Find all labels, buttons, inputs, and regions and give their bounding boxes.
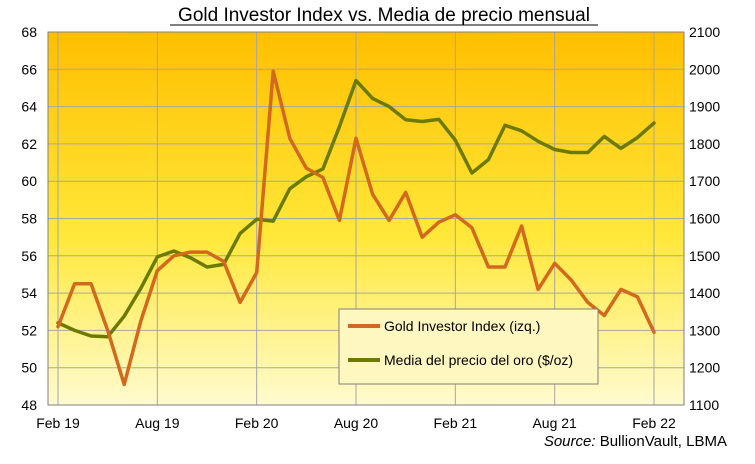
chart-title-group: Gold Investor Index vs. Media de precio …: [170, 5, 598, 26]
x-tick-label: Feb 19: [36, 415, 80, 431]
y-right-tick-label: 1300: [689, 322, 720, 338]
legend-label-gold-investor-index: Gold Investor Index (izq.): [384, 318, 540, 334]
x-tick-label: Feb 22: [632, 415, 676, 431]
y-left-tick-label: 56: [21, 248, 37, 264]
y-left-tick-label: 64: [21, 99, 37, 115]
y-right-tick-label: 2000: [689, 61, 720, 77]
y-right-tick-label: 1600: [689, 211, 720, 227]
y-left-tick-label: 62: [21, 136, 37, 152]
y-right-tick-label: 1700: [689, 173, 720, 189]
axes: 48 50 52 54 56 58 60 62 64 66 68 1100 1200 1300 1400 15…: [21, 24, 720, 431]
x-tick-label: Aug 19: [135, 415, 180, 431]
series-line-gold-investor-index: [56, 69, 656, 387]
y-right-tick-label: 1400: [689, 285, 720, 301]
y-right-tick-label: 1800: [689, 136, 720, 152]
y-left-tick-label: 50: [21, 360, 37, 376]
legend-label-gold-price: Media del precio del oro ($/oz): [384, 352, 573, 368]
y-right-tick-label: 1200: [689, 360, 720, 376]
y-left-tick-label: 58: [21, 211, 37, 227]
x-tick-label: Feb 21: [434, 415, 478, 431]
x-tick-label: Feb 20: [235, 415, 279, 431]
source-note: Source: BullionVault, LBMA: [544, 433, 727, 450]
y-left-tick-label: 68: [21, 24, 37, 40]
source-value: BullionVault, LBMA: [596, 433, 727, 450]
source-label: Source:: [544, 433, 596, 450]
series-lines: [56, 69, 656, 387]
series-line-gold-price: [56, 78, 656, 339]
y-left-tick-label: 66: [21, 61, 37, 77]
x-tick-label: Aug 20: [334, 415, 379, 431]
legend-box: [338, 308, 599, 385]
chart-title: Gold Investor Index vs. Media de precio …: [178, 5, 590, 26]
y-right-tick-label: 1100: [689, 397, 719, 413]
legend: Gold Investor Index (izq.) Media del pre…: [338, 308, 599, 385]
y-left-tick-label: 60: [21, 173, 37, 189]
y-left-tick-label: 48: [21, 397, 37, 413]
x-tick-label: Aug 21: [532, 415, 577, 431]
y-left-tick-label: 52: [21, 322, 37, 338]
y-left-tick-label: 54: [21, 285, 37, 301]
plot-border: [47, 31, 685, 406]
y-right-tick-label: 1500: [689, 248, 720, 264]
y-right-tick-label: 2100: [689, 24, 720, 40]
y-right-tick-label: 1900: [689, 99, 720, 115]
